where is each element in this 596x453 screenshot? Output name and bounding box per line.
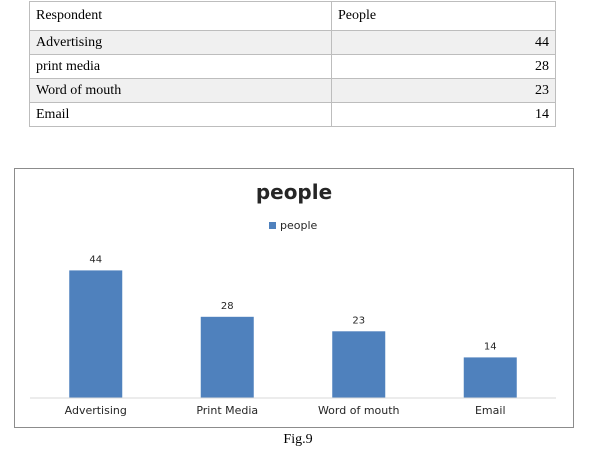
row-label: Email [29, 102, 332, 127]
respondent-table: Respondent People Advertising 44 print m… [29, 1, 556, 127]
data-label: 23 [352, 315, 365, 326]
x-tick-label: Word of mouth [318, 404, 400, 417]
legend-label: people [280, 219, 318, 232]
data-label: 28 [221, 301, 234, 312]
header-respondent: Respondent [29, 1, 332, 31]
x-tick-label: Email [475, 404, 506, 417]
row-label: print media [29, 54, 332, 79]
figure-caption: Fig.9 [283, 432, 313, 447]
header-people: People [331, 1, 556, 31]
row-value: 28 [331, 54, 556, 79]
table-row: print media 28 [29, 54, 556, 79]
bar-print-media [200, 316, 254, 398]
bar-advertising [69, 270, 123, 398]
data-label: 14 [484, 341, 497, 352]
table-row: Advertising 44 [29, 30, 556, 55]
chart-title: people [256, 180, 332, 204]
row-label: Word of mouth [29, 78, 332, 103]
table-header-row: Respondent People [29, 1, 556, 31]
table-row: Word of mouth 23 [29, 78, 556, 103]
chart-svg: people people 44 Advertising 28 Print Media… [30, 180, 556, 417]
x-tick-label: Advertising [65, 404, 127, 417]
bar-email [463, 357, 517, 398]
bars-group: 44 Advertising 28 Print Media 23 Word of mout… [65, 254, 517, 417]
bar-chart: people people 44 Advertising 28 Print Media… [14, 168, 574, 428]
row-label: Advertising [29, 30, 332, 55]
row-value: 44 [331, 30, 556, 55]
row-value: 23 [331, 78, 556, 103]
x-tick-label: Print Media [196, 404, 258, 417]
bar-word-of-mouth [332, 331, 386, 398]
data-label: 44 [89, 254, 102, 265]
legend-swatch [269, 222, 276, 229]
table-row: Email 14 [29, 102, 556, 127]
row-value: 14 [331, 102, 556, 127]
